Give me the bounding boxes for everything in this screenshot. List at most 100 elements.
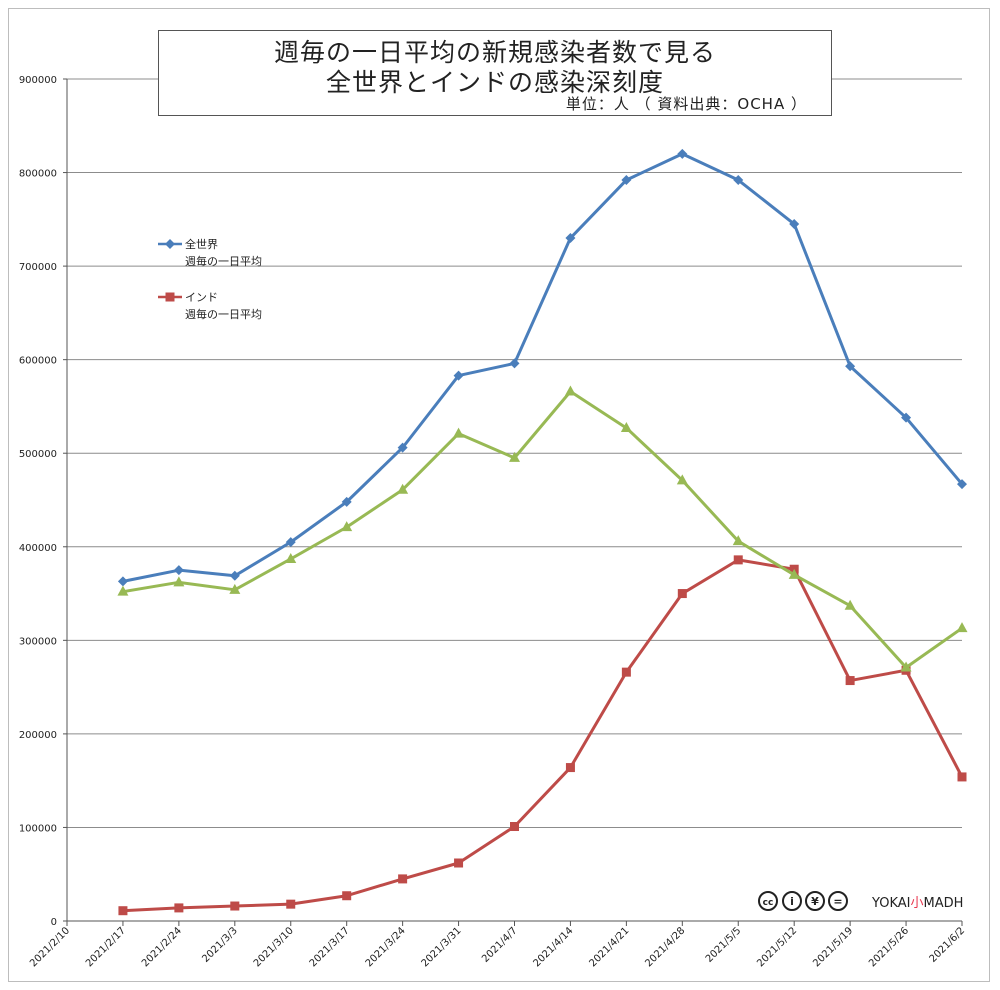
data-point: [676, 474, 688, 485]
legend-label: 全世界: [185, 237, 218, 251]
credit: cc i ¥ = YOKAI小MADH: [758, 891, 963, 911]
data-point: [732, 535, 744, 546]
data-point: [341, 521, 353, 532]
y-tick-label: 0: [51, 917, 57, 928]
y-tick-label: 600000: [19, 356, 57, 367]
chart-title-box: 週毎の一日平均の新規感染者数で見る 全世界とインドの感染深刻度 単位：人 （ 資…: [158, 30, 832, 116]
x-tick-label: 2021/2/24: [140, 925, 184, 969]
data-point: [789, 219, 800, 230]
y-tick-label: 800000: [19, 169, 57, 180]
series-line: [122, 389, 963, 669]
data-point: [397, 483, 409, 494]
data-point: [509, 451, 520, 462]
series-lines: [117, 148, 968, 916]
data-point: [957, 479, 967, 490]
data-point: [118, 906, 128, 916]
unit-note: 単位：人 （ 資料出典：OCHA ）: [565, 95, 807, 113]
data-point: [620, 421, 632, 432]
chart-subtitle: 全世界とインドの感染深刻度: [325, 68, 664, 97]
data-point: [956, 622, 968, 633]
legend-label-line2: 週毎の一日平均: [185, 255, 262, 268]
cc-icon-label: cc: [763, 898, 774, 908]
x-tick-label: 2021/5/19: [811, 925, 855, 969]
data-point: [117, 585, 129, 596]
x-tick-label: 2021/3/10: [252, 925, 296, 969]
data-point: [510, 822, 519, 832]
legend-label: インド: [185, 291, 218, 304]
legend-swatch-marker: [165, 239, 175, 249]
data-point: [621, 175, 632, 186]
y-tick-label: 700000: [19, 262, 57, 273]
x-tick-label: 2021/3/3: [200, 925, 240, 965]
data-point: [565, 233, 576, 244]
nd-icon: =: [828, 891, 848, 911]
credit-text: YOKAI小MADH: [871, 896, 963, 911]
x-tick-label: 2021/3/24: [364, 925, 408, 969]
x-tick-label: 2021/4/14: [532, 925, 576, 969]
data-point: [117, 576, 128, 587]
data-point: [397, 442, 408, 453]
data-point: [844, 599, 856, 610]
data-point: [509, 358, 520, 369]
y-tick-label: 400000: [19, 543, 57, 554]
data-point: [285, 537, 296, 548]
data-point: [677, 589, 687, 599]
data-point: [454, 858, 464, 868]
data-point: [286, 899, 296, 909]
data-point: [900, 661, 912, 672]
chart-frame: [8, 8, 990, 982]
data-point: [229, 583, 241, 594]
data-point: [173, 565, 184, 576]
data-point: [453, 370, 464, 381]
data-point: [788, 568, 800, 579]
nc-icon: ¥: [805, 891, 825, 911]
legend-swatch-marker: [165, 292, 175, 302]
data-point: [901, 412, 912, 423]
data-point: [565, 763, 575, 773]
nc-icon-label: ¥: [811, 895, 819, 908]
x-tick-label: 2021/2/10: [28, 925, 72, 969]
data-point: [564, 385, 576, 396]
x-tick-label: 2021/4/21: [587, 925, 631, 969]
data-point: [230, 901, 240, 911]
chart-title: 週毎の一日平均の新規感染者数で見る: [273, 38, 716, 67]
data-point: [229, 570, 240, 581]
data-point: [733, 555, 743, 565]
data-point: [845, 676, 855, 686]
y-tick-label: 300000: [19, 636, 57, 647]
x-tick-label: 2021/6/2: [928, 925, 968, 965]
data-point: [341, 496, 352, 507]
y-tick-label: 900000: [19, 75, 57, 86]
data-point: [173, 576, 185, 587]
nd-icon-label: =: [833, 895, 842, 908]
series-2: [117, 385, 968, 672]
x-tick-label: 2021/2/17: [84, 925, 128, 969]
x-axis: 2021/2/10 2021/2/17 2021/2/24 2021/3/3 2021/…: [28, 920, 968, 969]
data-point: [733, 175, 744, 186]
series-1: [118, 555, 967, 916]
data-point: [285, 552, 297, 563]
y-tick-label: 100000: [19, 823, 57, 834]
data-point: [845, 361, 856, 372]
data-point: [957, 772, 967, 782]
legend-label-line2: 週毎の一日平均: [185, 308, 262, 321]
y-tick-label: 500000: [19, 449, 57, 460]
x-tick-label: 2021/3/17: [308, 925, 352, 969]
data-point: [621, 667, 631, 677]
data-point: [398, 874, 408, 884]
x-tick-label: 2021/4/28: [643, 925, 687, 969]
y-axis: 0 100000 200000 300000 400000 500000 600000 700…: [19, 75, 68, 928]
data-point: [453, 427, 465, 438]
x-tick-label: 2021/5/12: [755, 925, 799, 969]
cc-icon: cc: [758, 891, 778, 911]
x-tick-label: 2021/5/5: [704, 925, 744, 965]
data-point: [677, 148, 688, 159]
series-line: [122, 558, 964, 913]
series-0: [117, 148, 967, 587]
y-tick-label: 200000: [19, 730, 57, 741]
data-point: [342, 891, 352, 901]
